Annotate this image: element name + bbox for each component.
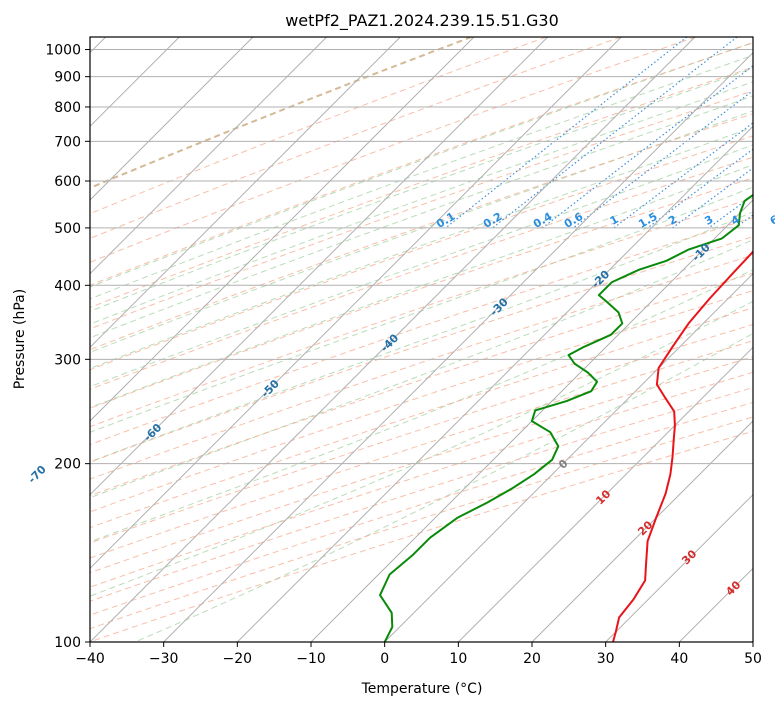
moist-adiabat (90, 54, 753, 300)
mixing-ratio-line (542, 65, 753, 229)
x-tick-label: 50 (744, 651, 762, 667)
chart-title: wetPf2_PAZ1.2024.239.15.51.G30 (285, 11, 559, 31)
temperature-profile (612, 250, 753, 642)
moist-adiabat (90, 164, 753, 409)
isotherm-line (90, 37, 254, 201)
isotherm-line (752, 641, 753, 642)
x-axis-label: Temperature (°C) (361, 681, 483, 697)
isotherm-line (90, 37, 475, 422)
x-tick-label: 0 (380, 651, 389, 667)
dry-adiabat (90, 177, 753, 409)
x-tick-label: −20 (223, 651, 253, 667)
y-tick-label: 700 (54, 134, 81, 150)
plot-area (90, 37, 753, 642)
dry-adiabat (90, 42, 753, 286)
mixing-ratio-line (672, 167, 753, 229)
dewpoint-profile (379, 193, 753, 642)
isotherm-line (163, 51, 753, 642)
plot-frame (89, 36, 754, 643)
y-tick-label: 800 (54, 100, 81, 116)
x-axis: −40 −30 −20 −10 0 10 20 30 40 50 (75, 642, 762, 667)
isotherm-line (90, 37, 328, 275)
background-lines (90, 37, 753, 642)
y-tick-label: 500 (54, 221, 81, 237)
dry-adiabat (90, 290, 753, 513)
isotherm-line (90, 37, 622, 570)
moist-adiabat (134, 332, 753, 642)
isotherm-line (457, 346, 753, 642)
x-tick-label: −10 (296, 651, 326, 667)
moist-adiabat (90, 211, 753, 463)
moist-adiabat (90, 81, 753, 325)
dry-adiabat (90, 386, 753, 602)
moist-adiabat (90, 95, 753, 339)
isotherm-line (310, 199, 753, 642)
y-axis: 100 200 300 400 500 600 700 800 900 1000 (45, 43, 90, 651)
x-tick-label: 40 (670, 651, 688, 667)
dry-adiabat (90, 66, 753, 309)
x-tick-label: 20 (523, 651, 541, 667)
dry-adiabat (90, 37, 696, 263)
y-tick-label: 200 (54, 457, 81, 473)
x-tick-label: −30 (149, 651, 179, 667)
y-tick-label: 100 (54, 635, 81, 651)
moist-adiabat (90, 126, 753, 370)
isotherm-line (90, 37, 401, 349)
dry-adiabat (90, 356, 753, 574)
y-tick-label: 300 (54, 352, 81, 368)
isotherm-line (384, 272, 753, 642)
dry-adiabat (90, 197, 753, 428)
isotherm-line (236, 125, 753, 642)
profile-lines (379, 193, 753, 642)
y-axis-label: Pressure (hPa) (12, 289, 28, 389)
y-tick-label: 900 (54, 70, 81, 86)
isotherm-line (90, 37, 696, 642)
dry-adiabat (90, 307, 753, 529)
moist-adiabat (90, 144, 753, 388)
dry-adiabat (90, 254, 753, 480)
isotherm-line (90, 37, 549, 496)
isotherm-line (531, 420, 753, 642)
x-tick-label: 10 (449, 651, 467, 667)
moist-adiabat (90, 110, 753, 353)
y-tick-label: 600 (54, 174, 81, 190)
moist-adiabat (90, 186, 753, 433)
dry-adiabat (90, 340, 753, 559)
isotherm-line (605, 493, 753, 642)
dry-adiabat (90, 156, 753, 390)
moist-adiabat (90, 67, 753, 312)
mixing-ratio-label: 6 (768, 213, 775, 228)
x-tick-label: 30 (597, 651, 615, 667)
y-tick-label: 400 (54, 278, 81, 294)
dry-adiabat (90, 217, 753, 446)
x-tick-label: −40 (75, 651, 105, 667)
mixing-ratio-line (572, 89, 753, 229)
isotherm-label: -70 (26, 463, 49, 486)
y-tick-label: 1000 (45, 43, 81, 59)
dry-adiabat (90, 37, 622, 239)
